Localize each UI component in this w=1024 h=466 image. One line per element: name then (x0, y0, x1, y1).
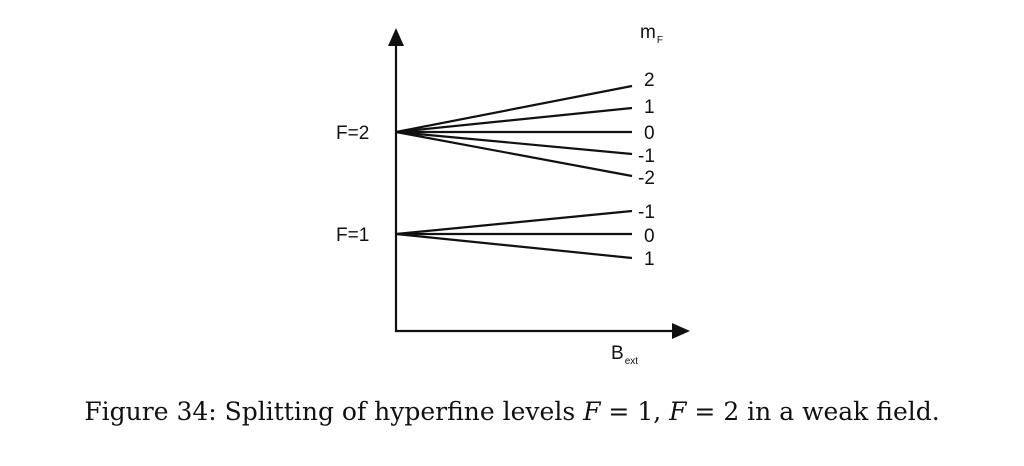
hyperfine-splitting-diagram: F=2 F=1 mF Bext 2 1 0 -1 -2 -1 0 1 (0, 0, 1024, 380)
caption-eq2: = 2 in a weak field. (686, 397, 939, 426)
f2-line-mf-minus2 (396, 132, 632, 176)
caption-var-f2: F (669, 397, 686, 426)
f1-sublevel-label: -1 (638, 202, 655, 223)
f2-sublevel-label: 0 (644, 123, 655, 144)
level-label-f2: F=2 (336, 123, 369, 144)
f2-line-mf-2 (396, 86, 632, 132)
f1-sublevel-lines (396, 211, 632, 258)
f1-line-mf-1 (396, 234, 632, 258)
caption-var-f1: F (583, 397, 600, 426)
y-axis-label: mF (640, 22, 663, 46)
vertical-axis-arrow-icon (388, 28, 404, 46)
f2-line-mf-1 (396, 108, 632, 132)
figure-caption: Figure 34: Splitting of hyperfine levels… (0, 397, 1024, 426)
x-axis-label: Bext (611, 343, 638, 367)
f2-sublevel-label: -1 (638, 146, 655, 167)
caption-eq1: = 1, (600, 397, 669, 426)
f2-sublevel-label: -2 (638, 168, 655, 189)
level-label-f1: F=1 (336, 225, 369, 246)
f2-sublevel-lines (396, 86, 632, 176)
f2-sublevel-label: 1 (644, 97, 655, 118)
f2-line-mf-minus1 (396, 132, 632, 154)
f1-sublevel-labels: -1 0 1 (638, 202, 655, 270)
f1-line-mf-minus1 (396, 211, 632, 234)
f2-sublevel-labels: 2 1 0 -1 -2 (638, 70, 655, 189)
f1-sublevel-label: 0 (644, 226, 655, 247)
horizontal-axis-arrow-icon (672, 323, 690, 339)
f2-sublevel-label: 2 (644, 70, 655, 91)
f1-sublevel-label: 1 (644, 249, 655, 270)
caption-prefix: Figure 34: Splitting of hyperfine levels (84, 397, 583, 426)
